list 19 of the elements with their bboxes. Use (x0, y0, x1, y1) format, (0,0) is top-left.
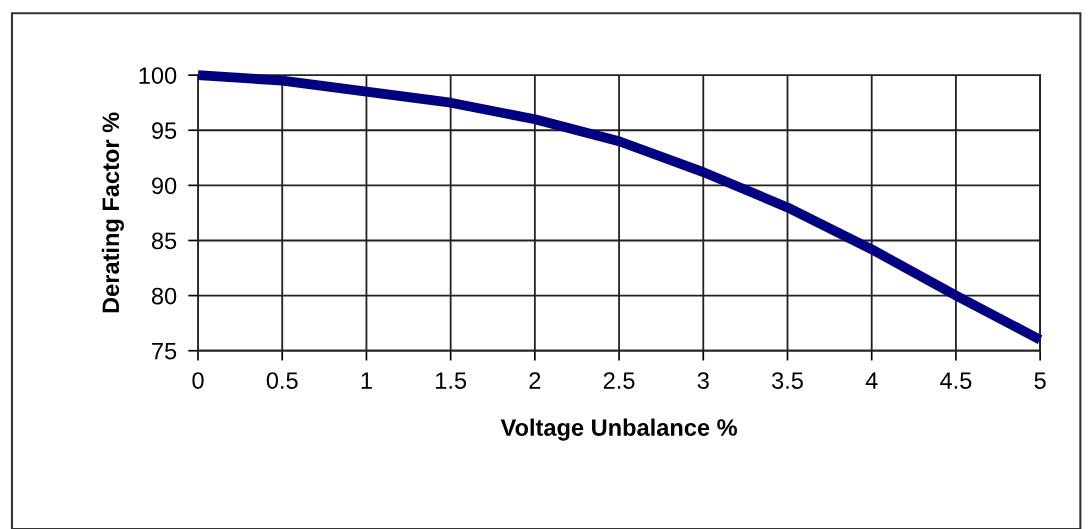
y-tick-label: 80 (151, 287, 177, 305)
x-axis-title: Voltage Unbalance % (500, 418, 737, 441)
y-tick-label: 95 (152, 122, 177, 140)
x-tick-label: 1.5 (436, 372, 467, 389)
y-tick-label: 75 (152, 343, 177, 360)
x-tick-label: 3 (697, 372, 709, 389)
x-tick-label: 0 (192, 372, 204, 389)
x-tick-label: 3.5 (771, 372, 803, 389)
x-tick-label: 4.5 (940, 372, 972, 389)
y-tick-label: 85 (151, 232, 177, 250)
x-tick-label: 4 (865, 372, 878, 389)
y-tick-label: 100 (139, 67, 177, 84)
x-tick-label: 1 (361, 372, 372, 389)
x-tick-label: 0.5 (266, 372, 298, 389)
x-tick-label: 2.5 (603, 372, 635, 389)
y-tick-label: 90 (152, 177, 177, 195)
y-axis-title: Derating Factor % (101, 112, 124, 313)
x-tick-label: 2 (529, 372, 541, 389)
x-tick-label: 5 (1034, 372, 1046, 389)
